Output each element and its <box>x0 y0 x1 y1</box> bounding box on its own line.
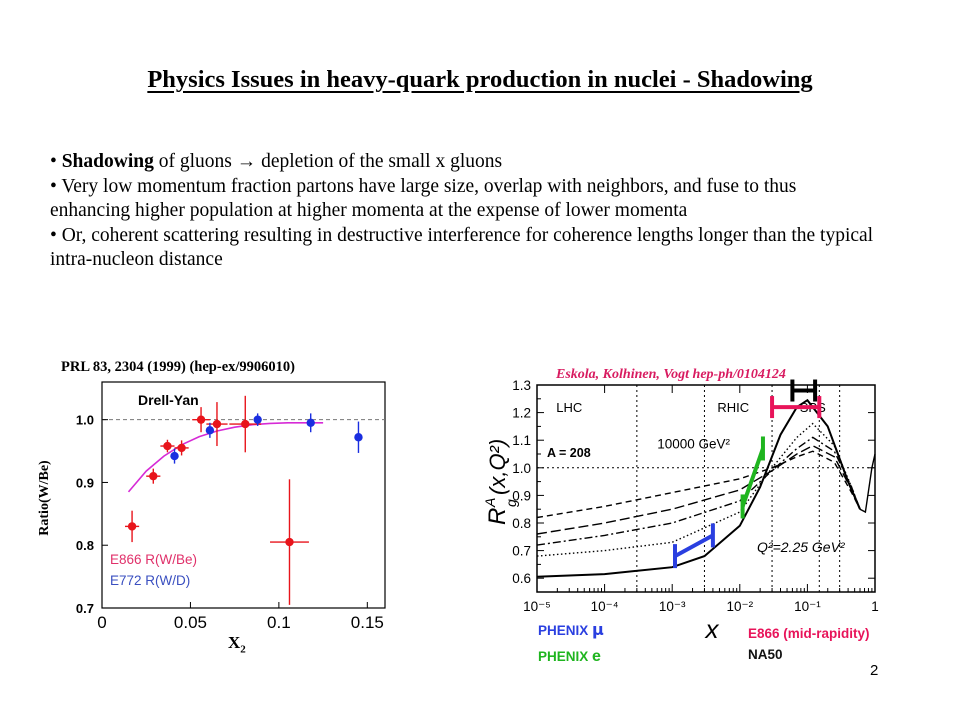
shadowing-curve-dashdot <box>536 436 861 546</box>
y-tick-label: 0.9 <box>512 488 531 503</box>
legend-e866: E866 R(W/Be) <box>110 552 198 567</box>
right-plot-frame <box>536 384 876 593</box>
shadowing-curve-dotted <box>536 422 861 557</box>
e866-data-point <box>285 537 294 547</box>
e772-data-point <box>205 426 215 435</box>
e866-data-point <box>149 471 158 481</box>
e866-label: E866 (mid-rapidity) <box>748 626 870 641</box>
right-plot-ylabel-args: (x,Q²) <box>485 439 510 495</box>
q2-low-label: Q²=2.25 GeV² <box>757 539 846 555</box>
slide-title: Physics Issues in heavy-quark production… <box>147 66 813 93</box>
e866-data-point <box>177 443 186 453</box>
e866-data-point <box>212 419 222 429</box>
na50-label: NA50 <box>748 647 783 662</box>
y-tick-label: 0.7 <box>76 601 94 616</box>
y-tick-label: 0.8 <box>512 516 531 531</box>
right-plot-xlabel: x <box>704 614 720 644</box>
left-plot-process: Drell-Yan <box>138 392 199 408</box>
bullet-item: • Shadowing of gluons → depletion of the… <box>50 151 503 172</box>
left-plot-frame <box>101 381 386 609</box>
region-label: RHIC <box>717 400 749 415</box>
phenix-e-bar <box>740 447 765 508</box>
phenix-mu-bar <box>674 533 714 558</box>
x-tick-label: 10⁻² <box>726 599 753 614</box>
e772-data-point <box>354 433 363 442</box>
x-tick-label: 0.05 <box>174 613 207 632</box>
bullet-bold-term: Shadowing <box>61 151 154 172</box>
x-tick-label: 0.15 <box>351 613 384 632</box>
right-plot-reference: Eskola, Kolhinen, Vogt hep-ph/0104124 <box>556 367 786 382</box>
x-tick-label: 1 <box>871 599 879 614</box>
bullet-item: • Or, coherent scattering resulting in d… <box>50 224 874 271</box>
y-tick-label: 1.3 <box>512 378 531 393</box>
left-plot-xlabel: X2 <box>228 633 246 655</box>
right-plot-ylabel-sup: A <box>482 498 498 508</box>
y-tick-label: 0.6 <box>512 571 531 586</box>
e772-data-point <box>306 418 315 428</box>
region-label: LHC <box>556 400 582 415</box>
y-tick-label: 0.8 <box>76 538 94 553</box>
phenix-mu-label: PHENIX μ <box>538 620 604 639</box>
e772-data-point <box>253 415 262 424</box>
y-tick-label: 1.1 <box>512 433 531 448</box>
y-tick-label: 1.2 <box>512 406 531 421</box>
right-plot-ylabel-sub: g <box>503 499 519 507</box>
legend-e772: E772 R(W/D) <box>110 573 191 588</box>
x-tick-label: 10⁻¹ <box>794 599 821 614</box>
e866-data-point <box>127 522 137 531</box>
right-plot-ylabel: R <box>484 508 511 525</box>
curve-tail <box>859 453 876 514</box>
phenix-e-label: PHENIX e <box>538 648 601 665</box>
x-tick-label: 0.1 <box>267 613 291 632</box>
bullet-list: • Shadowing of gluons → depletion of the… <box>50 150 880 273</box>
y-tick-label: 1.0 <box>512 461 531 476</box>
left-plot-xlabel-sub: 2 <box>240 643 246 656</box>
bullet-item: • Very low momentum fraction partons hav… <box>50 175 797 222</box>
x-tick-label: 10⁻⁴ <box>591 599 619 614</box>
e866-data-point <box>163 441 172 451</box>
x-tick-label: 10⁻⁵ <box>523 599 551 614</box>
e866-data-point <box>241 419 250 429</box>
shadowing-curve-dashed <box>536 450 861 519</box>
x-tick-label: 10⁻³ <box>659 599 686 614</box>
fit-curve <box>127 422 324 493</box>
shadowing-curve-solid <box>536 398 861 578</box>
e772-data-point <box>170 451 179 461</box>
page-number: 2 <box>870 662 879 679</box>
nucleus-label: A = 208 <box>547 446 591 460</box>
q2-high-label: 10000 GeV² <box>657 436 730 451</box>
y-tick-label: 1.0 <box>76 413 94 428</box>
y-tick-label: 0.9 <box>76 475 94 490</box>
e866-data-point <box>196 415 206 424</box>
x-tick-label: 0 <box>97 613 106 632</box>
y-tick-label: 0.7 <box>512 544 531 559</box>
left-plot-xlabel-main: X <box>228 633 241 652</box>
left-plot-reference: PRL 83, 2304 (1999) (hep-ex/9906010) <box>61 359 295 375</box>
